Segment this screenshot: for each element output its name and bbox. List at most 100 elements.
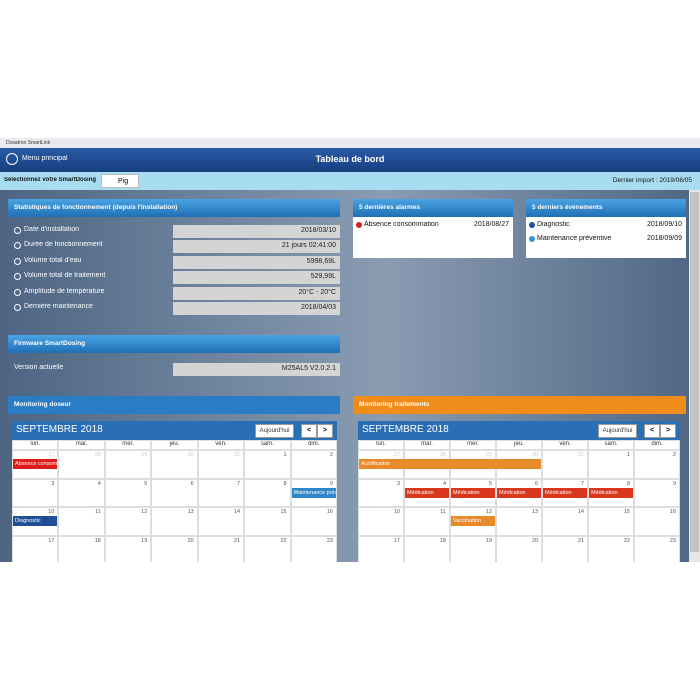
selector-bar (0, 172, 700, 190)
day-cell: 3 (358, 478, 404, 507)
events-label: Diagnostic (537, 221, 570, 228)
stat-label: Amplitude de température (24, 287, 105, 295)
events-dot (529, 236, 535, 242)
stat-icon (14, 304, 21, 311)
weekday: lun. (358, 440, 404, 450)
day-cell: 13 (151, 507, 198, 536)
events-dot (529, 222, 535, 228)
day-cell: 14 (542, 507, 588, 536)
stat-label: Durée de fonctionnement (24, 241, 103, 249)
prev-button[interactable]: < (644, 424, 660, 438)
stat-value: 2018/04/03 (173, 302, 340, 315)
events-label: Maintenance préventive (537, 235, 612, 242)
weekday: mer. (104, 440, 152, 450)
weekday: mer. (450, 440, 496, 450)
day-cell: 23 (290, 535, 337, 562)
day-cell: 18 (58, 535, 105, 562)
day-cell: 15 (244, 507, 291, 536)
title-bar: Dosatron SmartLink (0, 138, 700, 148)
day-cell: 31 (197, 450, 245, 479)
day-cell: 19 (104, 535, 152, 562)
weekday: lun. (12, 440, 59, 450)
day-cell: 5 (104, 478, 152, 507)
events-body (526, 217, 686, 258)
calendar-event[interactable]: Absence consomm (13, 459, 58, 469)
day-cell: 6 (151, 478, 198, 507)
day-cell: 11 (58, 507, 105, 536)
stat-value: 529,99L (173, 271, 340, 285)
day-cell: 17 (358, 535, 404, 562)
calendar-event[interactable]: Acidification (359, 459, 541, 469)
events-date: 2018/09/10 (646, 221, 682, 228)
day-cell: 10 (358, 507, 404, 536)
alarms-date: 2018/08/27 (473, 221, 509, 228)
alarms-label: Absence consommation (364, 221, 439, 228)
calendar-event[interactable]: Médication (543, 487, 587, 498)
next-button[interactable]: > (660, 424, 676, 438)
calendar-event[interactable]: Diagnostic (13, 516, 58, 526)
day-cell: 1 (588, 450, 634, 479)
firmware-header: Firmware SmartDosing (8, 335, 340, 353)
day-cell: 29 (104, 450, 152, 479)
today-button[interactable]: Aujourd'hui (255, 424, 294, 438)
selector-label: Sélectionnez votre SmartDosing (4, 177, 97, 183)
day-cell: 20 (151, 535, 198, 562)
prev-button[interactable]: < (301, 424, 317, 438)
day-cell: 18 (404, 535, 450, 562)
selector-dropdown[interactable]: Pig (101, 174, 139, 188)
weekday: dim. (634, 440, 680, 450)
header-bar (0, 148, 700, 172)
day-cell: 4 (58, 478, 105, 507)
next-button[interactable]: > (317, 424, 333, 438)
weekday: dim. (290, 440, 337, 450)
day-cell: 1 (244, 450, 291, 479)
calendar-event[interactable]: Médication (451, 487, 495, 498)
weekday: mar. (58, 440, 105, 450)
alarms-header: 5 dernières alarmes (353, 199, 513, 217)
events-date: 2018/09/09 (646, 235, 682, 242)
calendar-month: SEPTEMBRE 2018 (362, 424, 449, 435)
day-cell: 22 (244, 535, 291, 562)
day-cell: 21 (197, 535, 245, 562)
calendar-event[interactable]: Maintenance prév (291, 487, 336, 498)
day-cell: 16 (634, 507, 680, 536)
menu-button[interactable]: Menu principal (22, 155, 68, 162)
day-cell: 15 (588, 507, 634, 536)
weekday: mar. (404, 440, 450, 450)
calendar-event[interactable]: Médication (589, 487, 633, 498)
calendar-event[interactable]: Vaccination (451, 516, 495, 526)
day-cell: 22 (588, 535, 634, 562)
day-cell: 2 (634, 450, 680, 479)
day-cell: 13 (496, 507, 542, 536)
app-window: Dosatron SmartLink Menu principal Tableau … (0, 138, 700, 562)
day-cell: 30 (151, 450, 198, 479)
calendar-event[interactable]: Médication (405, 487, 449, 498)
stat-label: Volume total de traitement (24, 272, 106, 280)
stat-value: 21 jours 02:41:00 (173, 240, 340, 254)
day-cell: 14 (197, 507, 245, 536)
firmware-label: Version actuelle (14, 364, 64, 371)
stat-label: Volume total d'eau (24, 256, 82, 264)
events-header: 5 derniers événements (526, 199, 686, 217)
menu-icon (6, 153, 18, 165)
today-button[interactable]: Aujourd'hui (598, 424, 637, 438)
alarms-dot (356, 222, 362, 228)
weekday: ven. (197, 440, 245, 450)
firmware-value: M25AL5 V2.0.2.1 (173, 363, 340, 376)
stats-header: Statistiques de fonctionnement (depuis l… (8, 199, 340, 217)
stat-icon (14, 273, 21, 281)
day-cell: 17 (12, 535, 59, 562)
day-cell: 23 (634, 535, 680, 562)
day-cell: 3 (12, 478, 59, 507)
day-cell: 31 (542, 450, 588, 479)
stat-value: 2018/03/10 (173, 225, 340, 238)
stat-icon (14, 227, 21, 234)
stat-icon (14, 242, 21, 250)
weekday: sam. (244, 440, 291, 450)
weekday: jeu. (496, 440, 542, 450)
calendar-event[interactable]: Médication (497, 487, 541, 498)
day-cell: 2 (290, 450, 337, 479)
stat-label: Dernière maintenance (24, 303, 93, 310)
stat-value: 5998,69L (173, 255, 340, 269)
